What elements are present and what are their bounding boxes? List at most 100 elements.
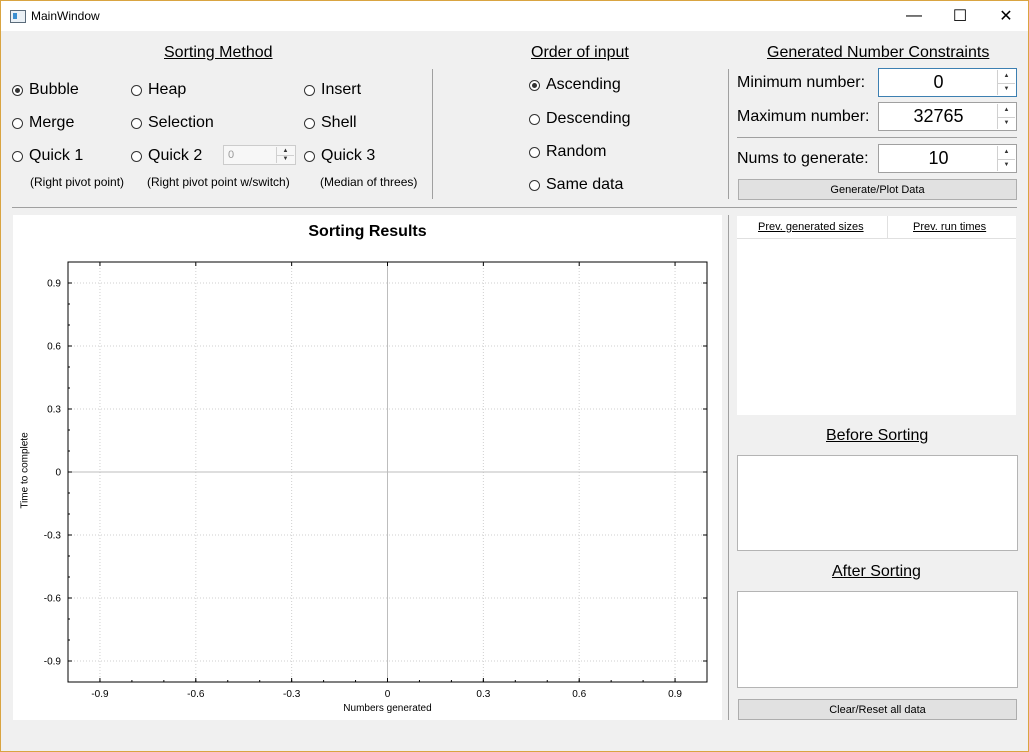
nums-to-generate-spinbox[interactable]: 10 ▲ ▼ [878, 144, 1017, 173]
radio-quick2[interactable]: Quick 2 [131, 147, 202, 165]
radio-label: Quick 2 [148, 147, 203, 164]
radio-indicator [529, 113, 540, 125]
x-axis-label: Numbers generated [343, 703, 431, 714]
radio-indicator [12, 117, 23, 129]
radio-quick1[interactable]: Quick 1 [12, 147, 83, 165]
spin-down-icon[interactable]: ▼ [1003, 85, 1010, 92]
radio-selection[interactable]: Selection [131, 114, 214, 132]
max-number-spinbox[interactable]: 32765 ▲ ▼ [878, 102, 1017, 131]
constraints-title: Generated Number Constraints [767, 44, 990, 61]
y-tick-label: 0.9 [47, 279, 61, 290]
radio-indicator [12, 84, 23, 96]
y-tick-label: -0.3 [44, 531, 62, 542]
separator [432, 69, 433, 199]
y-axis-ticks: 0.9 0.6 0.3 0 -0.3 -0.6 -0.9 [44, 261, 707, 683]
chart-svg: -0.9 -0.6 -0.3 0 0.3 0.6 0.9 0.90.60.30-0.3-0.… [44, 261, 708, 714]
radio-ascending[interactable]: Ascending [529, 76, 621, 94]
plot-panel: Sorting Results Time to complete -0.9 -0.… [13, 215, 722, 720]
separator [728, 215, 729, 720]
close-button[interactable]: ✕ [999, 8, 1013, 25]
y-tick-label: 0.3 [47, 405, 61, 416]
radio-indicator [131, 84, 142, 96]
spinbox-value: 0 [933, 72, 944, 92]
radio-label: Random [546, 143, 607, 160]
window-title: MainWindow [31, 9, 100, 23]
spin-up-icon[interactable]: ▲ [998, 146, 1015, 160]
radio-label: Merge [29, 114, 75, 131]
column-header-sizes[interactable]: Prev. generated sizes [758, 221, 864, 233]
separator [737, 137, 1017, 138]
title-bar: MainWindow — ☐ ✕ [1, 1, 1028, 31]
radio-label: Descending [546, 110, 631, 127]
min-number-label: Minimum number: [737, 74, 866, 91]
quick2-note: (Right pivot point w/switch) [147, 175, 290, 189]
history-table[interactable]: Prev. generated sizes Prev. run times [737, 216, 1018, 415]
radio-insert[interactable]: Insert [304, 81, 361, 99]
column-divider [887, 216, 888, 238]
radio-label: Quick 3 [321, 147, 376, 164]
radio-merge[interactable]: Merge [12, 114, 74, 132]
minimize-button[interactable]: — [906, 7, 922, 24]
radio-label: Ascending [546, 76, 621, 93]
quick3-note: (Median of threes) [320, 175, 418, 189]
radio-shell[interactable]: Shell [304, 114, 357, 132]
quick2-switch-spinbox[interactable]: 0 ▲ ▼ [223, 145, 296, 165]
before-sorting-list[interactable] [737, 455, 1018, 551]
radio-indicator [529, 79, 540, 91]
spinbox-value: 32765 [913, 106, 964, 126]
spin-down-icon[interactable]: ▼ [1003, 119, 1010, 126]
y-tick-label: 0 [55, 468, 61, 479]
spin-up-icon[interactable]: ▲ [277, 147, 294, 156]
before-sorting-title: Before Sorting [826, 427, 929, 444]
spinbox-value: 10 [928, 148, 949, 168]
radio-bubble[interactable]: Bubble [12, 81, 79, 99]
radio-heap[interactable]: Heap [131, 81, 186, 99]
radio-indicator [304, 150, 315, 162]
maximize-button[interactable]: ☐ [952, 8, 968, 25]
x-tick-label: 0.3 [476, 689, 490, 700]
chart-title: Sorting Results [308, 223, 427, 240]
radio-random[interactable]: Random [529, 143, 606, 161]
y-tick-label: 0.6 [47, 342, 61, 353]
radio-indicator [131, 150, 142, 162]
after-sorting-list[interactable] [737, 591, 1018, 688]
column-header-times[interactable]: Prev. run times [913, 221, 987, 233]
radio-indicator [304, 84, 315, 96]
history-header [737, 216, 1018, 239]
radio-indicator [131, 117, 142, 129]
radio-quick3[interactable]: Quick 3 [304, 147, 375, 165]
radio-label: Shell [321, 114, 357, 131]
x-tick-label: 0.9 [668, 689, 682, 700]
spinbox-arrows[interactable]: ▲ ▼ [997, 70, 1015, 95]
radio-descending[interactable]: Descending [529, 110, 631, 128]
sorting-method-title: Sorting Method [164, 44, 273, 61]
spin-down-icon[interactable]: ▼ [282, 156, 289, 162]
radio-label: Selection [148, 114, 214, 131]
order-of-input-title: Order of input [531, 44, 629, 61]
radio-label: Bubble [29, 81, 79, 98]
spin-down-icon[interactable]: ▼ [1003, 161, 1010, 168]
radio-indicator [12, 150, 23, 162]
clear-reset-button[interactable]: Clear/Reset all data [738, 699, 1017, 720]
x-tick-label: -0.3 [283, 689, 301, 700]
generate-plot-button[interactable]: Generate/Plot Data [738, 179, 1017, 200]
x-tick-label: 0.6 [572, 689, 586, 700]
spinbox-arrows[interactable]: ▲ ▼ [997, 146, 1015, 171]
x-tick-label: -0.6 [187, 689, 205, 700]
y-tick-label: -0.9 [44, 657, 62, 668]
separator [12, 207, 1017, 208]
radio-indicator [529, 179, 540, 191]
after-sorting-title: After Sorting [832, 563, 921, 580]
x-tick-label: 0 [385, 689, 391, 700]
spinbox-arrows[interactable]: ▲ ▼ [997, 104, 1015, 129]
spin-up-icon[interactable]: ▲ [998, 70, 1015, 84]
history-edge [1016, 216, 1018, 415]
radio-same-data[interactable]: Same data [529, 176, 623, 194]
spin-up-icon[interactable]: ▲ [998, 104, 1015, 118]
radio-indicator [529, 146, 540, 158]
spinbox-arrows[interactable]: ▲ ▼ [276, 147, 294, 163]
radio-label: Quick 1 [29, 147, 84, 164]
min-number-spinbox[interactable]: 0 ▲ ▼ [878, 68, 1017, 97]
app-icon [10, 10, 26, 23]
